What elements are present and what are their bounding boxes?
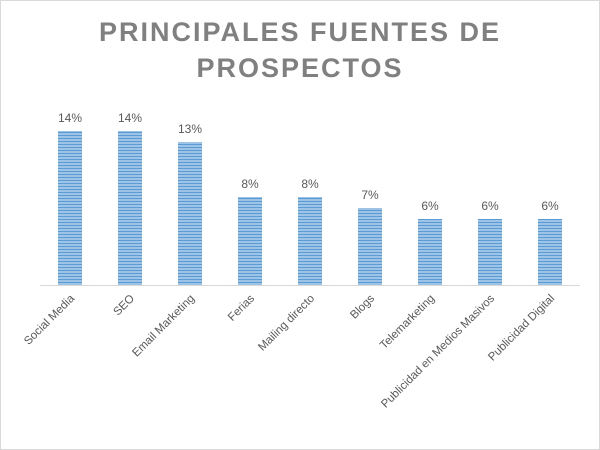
value-label: 7% bbox=[361, 188, 379, 202]
value-label: 14% bbox=[58, 111, 82, 125]
bar-publicidad-digital bbox=[538, 219, 562, 285]
bars-group bbox=[58, 131, 562, 285]
chart-title-line-1: PRINCIPALES FUENTES DE bbox=[98, 17, 502, 47]
bar-email-marketing bbox=[178, 142, 202, 285]
bar-social-media bbox=[58, 131, 82, 285]
chart-title-line-2: PROSPECTOS bbox=[196, 53, 404, 83]
category-label: Publicidad en Medios Masivos bbox=[379, 292, 497, 410]
value-label: 6% bbox=[421, 199, 439, 213]
bar-telemarketing bbox=[418, 219, 442, 285]
category-label: SEO bbox=[111, 293, 137, 319]
category-label: Blogs bbox=[348, 292, 377, 321]
bar-blogs bbox=[358, 208, 382, 285]
value-label: 13% bbox=[178, 122, 202, 136]
category-label: Social Media bbox=[22, 292, 77, 347]
bar-publicidad-en-medios-masivos bbox=[478, 219, 502, 285]
value-label: 8% bbox=[301, 177, 319, 191]
bar-seo bbox=[118, 131, 142, 285]
bar-ferias bbox=[238, 197, 262, 285]
value-labels-group: 14% 14% 13% 8% 8% 7% 6% 6% 6% bbox=[58, 111, 559, 213]
value-label: 14% bbox=[118, 111, 142, 125]
bar-mailing-directo bbox=[298, 197, 322, 285]
category-label: Mailing directo bbox=[256, 293, 317, 354]
value-label: 6% bbox=[541, 199, 559, 213]
value-label: 6% bbox=[481, 199, 499, 213]
category-label: Telemarketing bbox=[378, 293, 437, 352]
category-label: Publicidad Digital bbox=[486, 293, 557, 364]
category-label: Ferias bbox=[226, 292, 257, 323]
value-label: 8% bbox=[241, 177, 259, 191]
category-label: Email Marketing bbox=[130, 293, 197, 360]
